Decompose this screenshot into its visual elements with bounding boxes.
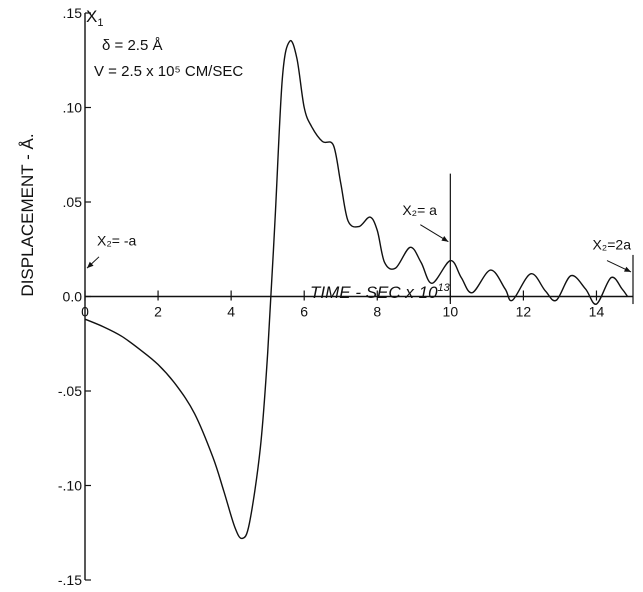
x-tick-label: 2 bbox=[154, 304, 162, 320]
y-axis-label: DISPLACEMENT - Å. bbox=[18, 133, 37, 296]
marker-arrowhead bbox=[624, 266, 631, 272]
y-tick-label: .10 bbox=[63, 100, 83, 116]
marker-arrowhead bbox=[441, 236, 449, 242]
displacement-curve bbox=[84, 39, 629, 540]
y-tick-label: -.10 bbox=[58, 478, 82, 494]
y-axis-symbol: X1 bbox=[86, 7, 103, 29]
y-ticks: .15 .10 .05 0.0 -.05 -.10 -.15 bbox=[58, 5, 91, 588]
marker-arrowhead bbox=[87, 261, 94, 269]
x-ticks: 0 2 4 6 8 10 12 14 bbox=[81, 290, 605, 320]
position-markers: X₂= -a X₂= a X₂=2a bbox=[86, 173, 634, 305]
y-tick-label: 0.0 bbox=[63, 289, 83, 305]
axes: .15 .10 .05 0.0 -.05 -.10 -.15 0 2 4 6 8 10 12 14 bbox=[58, 5, 633, 588]
marker-label: X₂= -a bbox=[97, 232, 137, 248]
y-tick-label: -.05 bbox=[58, 383, 82, 399]
x-tick-label: 10 bbox=[443, 304, 459, 320]
x-tick-label: 14 bbox=[589, 304, 605, 320]
param-delta: δ = 2.5 Å bbox=[102, 37, 162, 54]
x-tick-label: 0 bbox=[81, 304, 89, 320]
x-tick-label: 6 bbox=[300, 304, 308, 320]
x-tick-label: 4 bbox=[227, 304, 235, 320]
x-tick-label: 12 bbox=[516, 304, 532, 320]
marker-label: X₂=2a bbox=[592, 236, 631, 252]
param-velocity: V = 2.5 x 10⁵ CM/SEC bbox=[94, 63, 243, 80]
marker-label: X₂= a bbox=[402, 202, 437, 218]
x-tick-label: 8 bbox=[373, 304, 381, 320]
y-tick-label: .15 bbox=[63, 5, 83, 21]
y-tick-label: -.15 bbox=[58, 572, 82, 588]
x-axis-label: TIME - SEC x 1013 bbox=[310, 282, 451, 302]
y-tick-label: .05 bbox=[63, 194, 83, 210]
